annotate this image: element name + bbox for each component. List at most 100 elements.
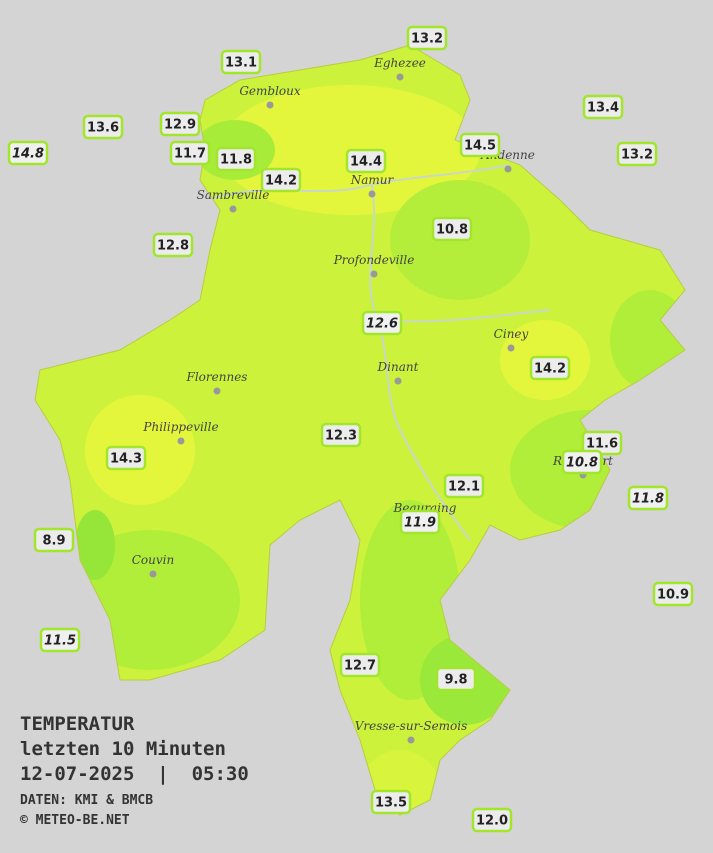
city-dot	[507, 344, 515, 352]
station-box	[406, 25, 448, 51]
station-value: 10.8	[566, 456, 598, 471]
station-value: 11.9	[404, 516, 436, 531]
city-label: Sambreville	[197, 188, 270, 202]
station-value: 11.5	[44, 634, 76, 649]
station-value: 8.9	[42, 534, 65, 549]
city-label: Namur	[350, 173, 395, 187]
city-dot	[149, 570, 157, 578]
station-value: 13.4	[587, 101, 619, 116]
station: 12.7	[339, 652, 381, 678]
station-value: 14.3	[110, 452, 142, 467]
station-box	[627, 485, 669, 511]
station-value: 11.7	[174, 147, 206, 162]
station-value: 11.8	[220, 153, 252, 168]
station-box	[7, 140, 49, 166]
station-value: 14.8	[12, 147, 44, 162]
city-dot	[396, 73, 404, 81]
station: 13.1	[220, 49, 262, 75]
station-value: 14.2	[265, 174, 297, 189]
station-value: 13.1	[225, 56, 257, 71]
city-dot	[266, 101, 274, 109]
city-dot	[394, 377, 402, 385]
station: 12.0	[471, 807, 513, 833]
station-box	[370, 789, 412, 815]
copyright: © METEO-BE.NET	[20, 813, 130, 828]
station-box	[471, 807, 513, 833]
station-value: 14.4	[350, 155, 382, 170]
station: 14.5	[459, 132, 501, 158]
station-box	[169, 140, 211, 166]
station-box	[459, 132, 501, 158]
city-dot	[213, 387, 221, 395]
city-dot	[368, 190, 376, 198]
city-label: Profondeville	[333, 253, 415, 267]
station-value: 13.2	[621, 148, 653, 163]
station: 12.8	[152, 232, 194, 258]
station: 12.1	[443, 473, 485, 499]
source: DATEN: KMI & BMCB	[20, 793, 153, 808]
station: 12.3	[320, 422, 362, 448]
city-label: Vresse-sur-Semois	[355, 719, 468, 733]
station: 11.9	[399, 509, 441, 535]
station-box	[361, 310, 403, 336]
station-box	[320, 422, 362, 448]
city-dot	[229, 205, 237, 213]
station: 13.4	[582, 94, 624, 120]
station-box	[105, 445, 147, 471]
station-box	[339, 652, 381, 678]
station-box	[652, 581, 694, 607]
station: 11.7	[169, 140, 211, 166]
station-value: 11.6	[586, 437, 618, 452]
city-dot	[407, 736, 415, 744]
station-value: 13.6	[87, 121, 119, 136]
station: 14.4	[345, 148, 387, 174]
station: 13.5	[370, 789, 412, 815]
station-box	[345, 148, 387, 174]
station: 9.8	[435, 666, 477, 692]
station: 10.9	[652, 581, 694, 607]
station-box	[260, 167, 302, 193]
city-label: Eghezee	[373, 56, 426, 70]
station: 13.6	[82, 114, 124, 140]
city-label: Ciney	[494, 327, 529, 341]
station: 10.8	[431, 216, 473, 242]
station: 11.8	[215, 146, 257, 172]
station: 10.8	[561, 449, 603, 475]
city-label: Dinant	[377, 360, 419, 374]
station-box	[561, 449, 603, 475]
station-box	[431, 216, 473, 242]
station-box	[215, 146, 257, 172]
city-dot	[177, 437, 185, 445]
province-border	[34, 44, 686, 816]
station-box	[616, 141, 658, 167]
station-value: 12.1	[448, 480, 480, 495]
title-block: TEMPERATUR letzten 10 Minuten 12-07-2025…	[20, 713, 249, 828]
station-value: 13.5	[375, 796, 407, 811]
city-label: Florennes	[186, 370, 248, 384]
station: 8.9	[33, 527, 75, 553]
station-box	[39, 627, 81, 653]
station-box	[152, 232, 194, 258]
city-label: Gembloux	[239, 84, 301, 98]
station: 14.2	[260, 167, 302, 193]
station-box	[33, 527, 75, 553]
station: 11.8	[627, 485, 669, 511]
station: 12.9	[159, 111, 201, 137]
station-value: 12.0	[476, 814, 508, 829]
title: TEMPERATUR	[20, 713, 135, 735]
station: 14.3	[105, 445, 147, 471]
station-value: 11.8	[632, 492, 664, 507]
station-value: 9.8	[444, 673, 467, 688]
station-value: 14.2	[534, 362, 566, 377]
station-value: 12.3	[325, 429, 357, 444]
city-label: Couvin	[132, 553, 174, 567]
station-value: 13.2	[411, 32, 443, 47]
station-value: 12.9	[164, 118, 196, 133]
station: 11.5	[39, 627, 81, 653]
station: 13.2	[406, 25, 448, 51]
station-value: 12.7	[344, 659, 376, 674]
station-value: 12.6	[366, 317, 398, 332]
station-value: 10.8	[436, 223, 468, 238]
station-box	[435, 666, 477, 692]
